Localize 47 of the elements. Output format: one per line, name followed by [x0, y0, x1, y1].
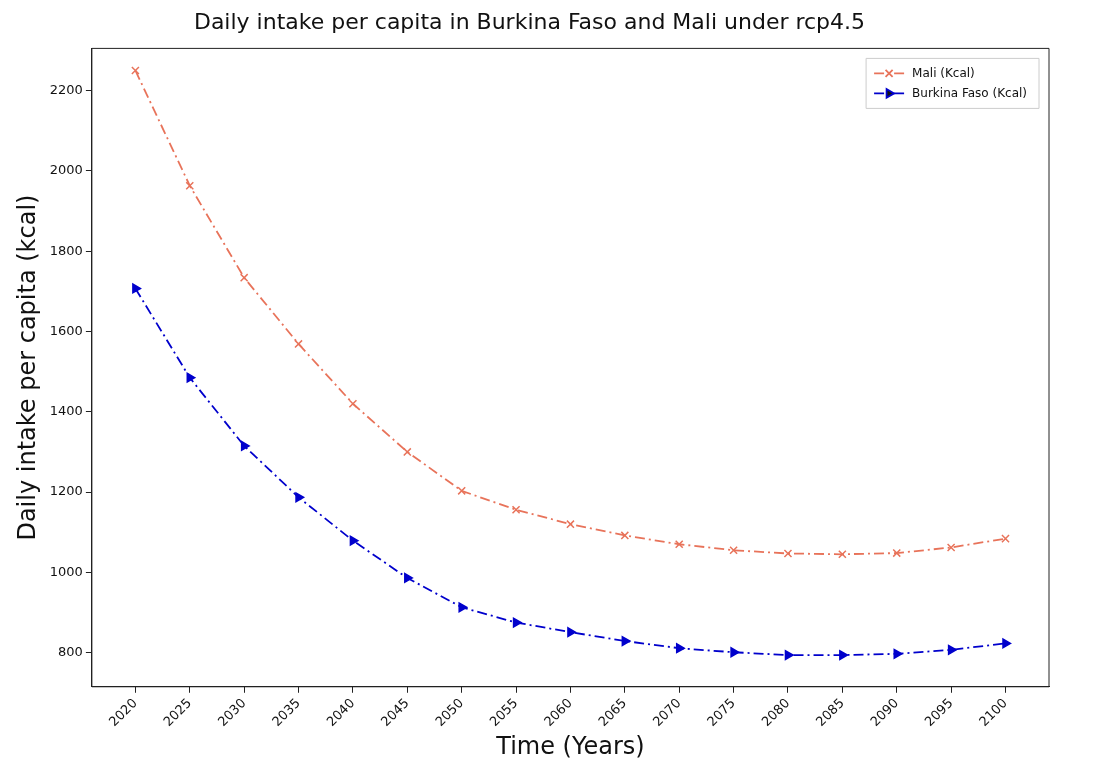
point — [512, 617, 522, 628]
point — [783, 549, 793, 558]
point — [185, 181, 195, 190]
point — [132, 283, 142, 294]
point — [403, 447, 412, 457]
chart-title: Daily intake per capita in Burkina Faso and Mali under rcp4.5 — [193, 8, 866, 34]
x-axis-title: Time (Years) — [495, 731, 645, 760]
point — [729, 545, 738, 555]
point — [240, 440, 250, 451]
point — [784, 649, 794, 661]
point — [620, 531, 630, 540]
point — [239, 273, 249, 282]
point — [295, 492, 305, 503]
point — [892, 548, 902, 558]
y-axis-title: Daily intake per capita (kcal) — [12, 194, 41, 541]
y-tick-label: 1200 — [49, 483, 83, 499]
point — [675, 643, 685, 654]
point — [674, 539, 684, 549]
point — [566, 519, 575, 529]
point — [348, 399, 358, 409]
point — [621, 635, 631, 647]
y-tick-label: 800 — [58, 644, 83, 660]
y-tick-label: 1400 — [49, 403, 83, 419]
legend-label: Burkina Faso (Kcal) — [912, 85, 1028, 100]
y-tick-label: 2200 — [49, 81, 83, 97]
point — [730, 647, 740, 658]
point — [947, 644, 957, 655]
y-tick-label: 1600 — [49, 322, 83, 338]
point — [186, 372, 196, 383]
point — [946, 543, 956, 552]
point — [567, 627, 577, 638]
y-tick-label: 1800 — [49, 242, 83, 258]
point — [839, 649, 849, 661]
y-tick-label: 2000 — [49, 162, 83, 178]
point — [294, 339, 303, 349]
point — [838, 550, 847, 559]
point — [457, 486, 466, 496]
point — [511, 505, 521, 514]
point — [458, 602, 468, 613]
y-tick-label: 1000 — [49, 563, 83, 579]
point — [1002, 638, 1012, 649]
point — [1001, 534, 1010, 543]
legend-label: Mali (Kcal) — [912, 65, 975, 80]
point — [349, 535, 359, 546]
point — [404, 572, 414, 584]
point — [893, 648, 903, 659]
point — [131, 66, 140, 75]
